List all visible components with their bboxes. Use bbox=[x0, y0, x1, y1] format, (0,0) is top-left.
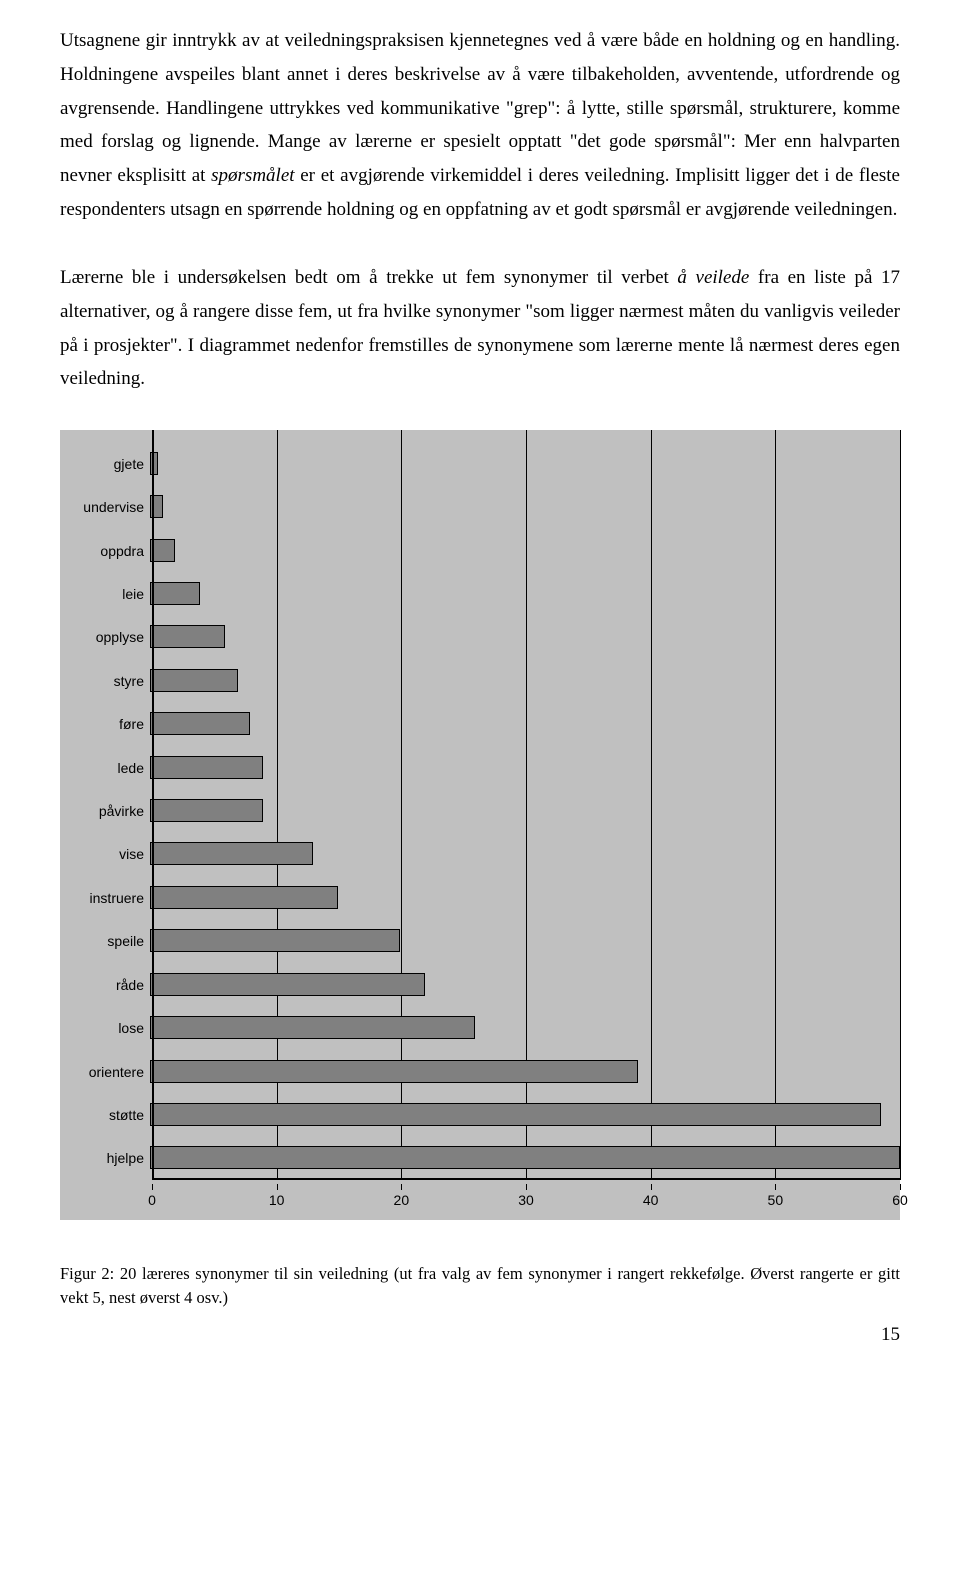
bar-label: styre bbox=[60, 673, 150, 689]
bar-row: opplyse bbox=[60, 618, 900, 656]
bar-row: styre bbox=[60, 662, 900, 700]
bar-row: råde bbox=[60, 966, 900, 1004]
bar-fill bbox=[150, 712, 250, 735]
y-axis bbox=[152, 430, 154, 1180]
bar-row: undervise bbox=[60, 488, 900, 526]
bar-track bbox=[150, 532, 900, 570]
paragraph-1: Utsagnene gir inntrykk av at veilednings… bbox=[60, 24, 900, 227]
page-number: 15 bbox=[60, 1324, 900, 1346]
para2-italic: å veilede bbox=[677, 267, 749, 288]
bar-row: vise bbox=[60, 835, 900, 873]
bar-chart: gjete undervise oppdra leie opplyse styre føre… bbox=[60, 430, 900, 1220]
bar-label: hjelpe bbox=[60, 1150, 150, 1166]
bar-label: instruere bbox=[60, 890, 150, 906]
bar-label: leie bbox=[60, 586, 150, 602]
para1-pre: Utsagnene gir inntrykk av at veilednings… bbox=[60, 30, 900, 186]
x-tick-label: 0 bbox=[148, 1192, 156, 1208]
bar-label: speile bbox=[60, 933, 150, 949]
bar-fill bbox=[150, 842, 313, 865]
bar-track bbox=[150, 575, 900, 613]
x-tick-mark bbox=[277, 1184, 278, 1190]
bar-track bbox=[150, 879, 900, 917]
bar-track bbox=[150, 1139, 900, 1177]
bar-fill bbox=[150, 582, 200, 605]
bar-label: støtte bbox=[60, 1107, 150, 1123]
x-tick-label: 10 bbox=[269, 1192, 285, 1208]
x-tick-label: 60 bbox=[892, 1192, 908, 1208]
bar-row: påvirke bbox=[60, 792, 900, 830]
bar-track bbox=[150, 835, 900, 873]
bar-label: gjete bbox=[60, 456, 150, 472]
bar-track bbox=[150, 749, 900, 787]
bar-track bbox=[150, 922, 900, 960]
bar-fill bbox=[150, 1060, 638, 1083]
bar-row: hjelpe bbox=[60, 1139, 900, 1177]
bar-fill bbox=[150, 756, 263, 779]
x-tick-mark bbox=[651, 1184, 652, 1190]
para2-pre: Lærerne ble i undersøkelsen bedt om å tr… bbox=[60, 267, 677, 288]
para1-italic: spørsmålet bbox=[211, 165, 294, 186]
bar-row: orientere bbox=[60, 1053, 900, 1091]
bar-row: lede bbox=[60, 749, 900, 787]
bar-label: vise bbox=[60, 846, 150, 862]
bar-label: føre bbox=[60, 716, 150, 732]
bar-track bbox=[150, 1053, 900, 1091]
x-axis bbox=[152, 1178, 900, 1180]
bar-fill bbox=[150, 1146, 900, 1169]
bar-row: føre bbox=[60, 705, 900, 743]
bar-track bbox=[150, 445, 900, 483]
bar-label: orientere bbox=[60, 1064, 150, 1080]
bar-fill bbox=[150, 1103, 881, 1126]
bar-row: lose bbox=[60, 1009, 900, 1047]
bar-track bbox=[150, 1096, 900, 1134]
bar-fill bbox=[150, 929, 400, 952]
bar-track bbox=[150, 1009, 900, 1047]
bar-row: oppdra bbox=[60, 532, 900, 570]
bar-row: instruere bbox=[60, 879, 900, 917]
bar-track bbox=[150, 792, 900, 830]
x-tick-mark bbox=[152, 1184, 153, 1190]
bar-fill bbox=[150, 669, 238, 692]
bar-row: gjete bbox=[60, 445, 900, 483]
x-tick-mark bbox=[526, 1184, 527, 1190]
bar-track bbox=[150, 662, 900, 700]
bar-label: undervise bbox=[60, 499, 150, 515]
x-tick-mark bbox=[900, 1184, 901, 1190]
bar-row: støtte bbox=[60, 1096, 900, 1134]
bar-track bbox=[150, 966, 900, 1004]
gridline bbox=[900, 430, 901, 1180]
figure-caption: Figur 2: 20 læreres synonymer til sin ve… bbox=[60, 1262, 900, 1310]
x-tick-mark bbox=[775, 1184, 776, 1190]
bar-fill bbox=[150, 1016, 475, 1039]
bar-label: råde bbox=[60, 977, 150, 993]
bar-fill bbox=[150, 973, 425, 996]
bar-track bbox=[150, 488, 900, 526]
bar-label: oppdra bbox=[60, 543, 150, 559]
bar-row: speile bbox=[60, 922, 900, 960]
bar-label: lose bbox=[60, 1020, 150, 1036]
paragraph-2: Lærerne ble i undersøkelsen bedt om å tr… bbox=[60, 261, 900, 396]
bar-fill bbox=[150, 886, 338, 909]
bar-fill bbox=[150, 799, 263, 822]
bar-label: påvirke bbox=[60, 803, 150, 819]
bar-label: lede bbox=[60, 760, 150, 776]
x-tick-label: 50 bbox=[768, 1192, 784, 1208]
bar-fill bbox=[150, 625, 225, 648]
bar-row: leie bbox=[60, 575, 900, 613]
x-tick-label: 40 bbox=[643, 1192, 659, 1208]
bar-track bbox=[150, 618, 900, 656]
bar-label: opplyse bbox=[60, 629, 150, 645]
bar-track bbox=[150, 705, 900, 743]
x-tick-label: 30 bbox=[518, 1192, 534, 1208]
x-tick-mark bbox=[401, 1184, 402, 1190]
x-tick-label: 20 bbox=[394, 1192, 410, 1208]
